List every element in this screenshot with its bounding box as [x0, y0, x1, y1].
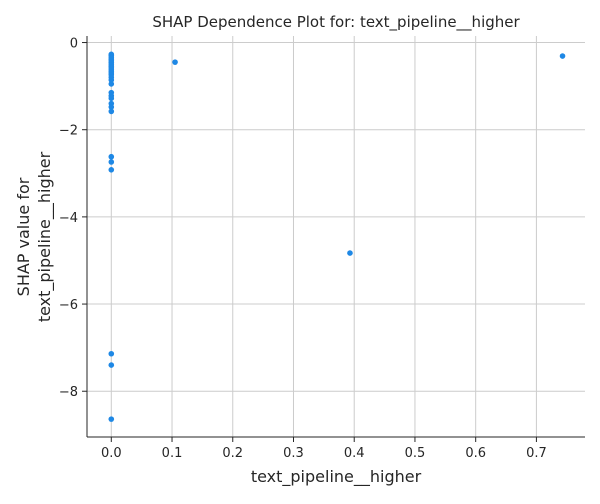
data-point: [559, 53, 566, 59]
x-tick-label: 0.3: [283, 446, 304, 461]
x-tick-label: 0.4: [344, 446, 365, 461]
data-point: [108, 104, 115, 110]
y-tick-label: −4: [59, 211, 78, 226]
x-tick-label: 0.7: [526, 446, 547, 461]
data-point: [108, 81, 115, 87]
x-tick-label: 0.5: [405, 446, 426, 461]
data-point: [108, 416, 115, 422]
ticks: 0.0 0.1 0.2 0.3 0.4 0.5 0.6 0.7 0 −2 −4 −6 −8: [59, 37, 547, 461]
x-axis-title: text_pipeline__higher: [251, 467, 422, 487]
data-point: [108, 77, 115, 83]
chart-title: SHAP Dependence Plot for: text_pipeline_…: [152, 13, 520, 32]
y-axis-title-line-1: SHAP value for: [14, 177, 33, 296]
x-tick-label: 0.1: [162, 446, 183, 461]
y-tick-label: −8: [59, 385, 78, 400]
data-point: [108, 153, 115, 160]
x-tick-label: 0.6: [465, 446, 486, 461]
y-tick-label: −2: [59, 124, 78, 139]
data-point: [108, 108, 115, 115]
data-point: [108, 95, 115, 102]
y-tick-label: −6: [59, 298, 78, 313]
data-point: [108, 159, 115, 165]
data-points: [108, 51, 566, 422]
data-point: [108, 350, 115, 357]
axes: [86, 36, 585, 438]
data-point: [108, 362, 115, 368]
x-tick-label: 0.0: [101, 446, 122, 461]
data-point: [347, 250, 353, 256]
y-tick-label: 0: [70, 37, 78, 52]
y-axis-title-line-2: text_pipeline__higher: [35, 151, 55, 322]
data-point: [172, 59, 178, 65]
grid: [87, 36, 585, 437]
data-point: [108, 167, 115, 173]
x-tick-label: 0.2: [222, 446, 243, 461]
